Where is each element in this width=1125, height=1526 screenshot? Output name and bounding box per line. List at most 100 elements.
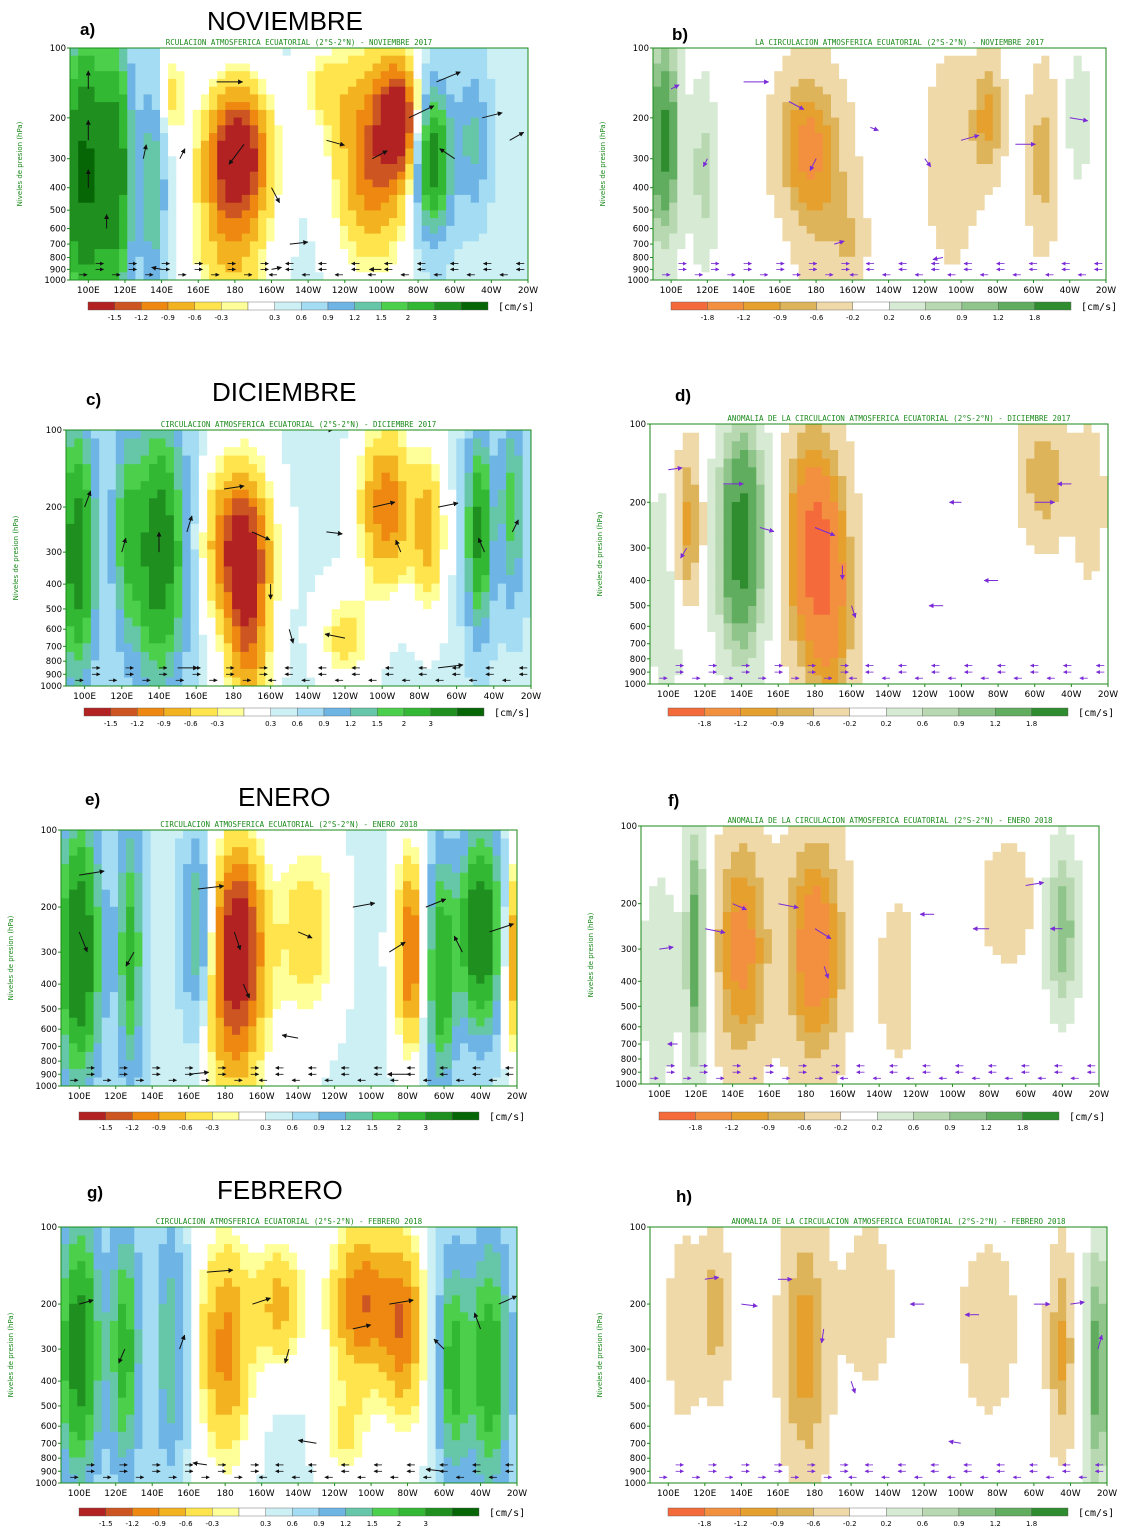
field-cell (1073, 264, 1083, 273)
field-cell (132, 575, 142, 585)
field-cell (290, 63, 300, 72)
field-cell (364, 506, 374, 516)
field-cell (421, 210, 431, 219)
field-cell (110, 233, 120, 242)
field-cell (685, 202, 695, 211)
field-cell (168, 140, 177, 150)
field-cell (790, 264, 800, 273)
field-cell (1097, 264, 1106, 273)
field-cell (774, 125, 783, 134)
field-cell (190, 489, 200, 499)
field-cell (454, 171, 464, 180)
wind-vector (509, 131, 525, 141)
field-cell (413, 86, 423, 95)
field-cell (1041, 202, 1050, 211)
field-cell (414, 464, 424, 474)
field-cell (406, 668, 416, 678)
field-cell (348, 102, 357, 111)
x-tick-label: 160E (768, 286, 791, 296)
field-cell (323, 540, 333, 550)
field-cell (240, 438, 250, 448)
field-cell (798, 241, 808, 250)
field-cell (503, 256, 513, 266)
field-cell (165, 558, 175, 568)
field-cell (944, 48, 953, 57)
field-cell (257, 609, 266, 619)
field-cell (249, 225, 259, 235)
field-cell (168, 117, 177, 126)
field-cell (140, 668, 150, 678)
field-cell (74, 575, 84, 585)
field-cell (701, 218, 711, 227)
colorbar-label: -0.9 (161, 314, 175, 322)
field-cell (405, 86, 415, 95)
field-cell (381, 515, 391, 525)
field-cell (323, 272, 333, 280)
field-cell (661, 241, 670, 250)
field-cell (223, 600, 233, 610)
field-cell (307, 225, 316, 235)
field-cell (135, 94, 145, 103)
field-cell (1065, 63, 1075, 72)
x-tick-label: 80W (987, 286, 1007, 296)
field-cell (406, 643, 416, 653)
field-cell (742, 86, 751, 95)
field-cell (331, 171, 341, 180)
field-cell (90, 617, 100, 627)
field-cell (782, 133, 792, 142)
field-cell (454, 179, 464, 188)
field-cell (135, 48, 145, 57)
field-cell (373, 592, 383, 602)
field-cell (233, 202, 243, 211)
field-cell (184, 272, 194, 280)
field-cell (421, 117, 431, 126)
field-cell (421, 71, 431, 80)
field-cell (82, 481, 92, 491)
field-cell (1065, 78, 1075, 88)
field-cell (225, 256, 235, 266)
field-cell (879, 102, 889, 111)
field-cell (831, 71, 840, 80)
field-cell (135, 164, 145, 173)
field-cell (372, 94, 382, 103)
field-cell (339, 164, 349, 173)
field-cell (414, 626, 424, 636)
field-cell (952, 171, 961, 180)
field-cell (733, 210, 743, 219)
field-cell (240, 609, 250, 619)
field-cell (725, 202, 735, 211)
y-tick-label: 900 (633, 265, 649, 275)
field-cell (487, 194, 496, 204)
field-cell (348, 634, 358, 644)
field-cell (968, 194, 978, 204)
field-cell (182, 566, 192, 576)
x-tick-label: 160W (839, 286, 865, 296)
field-cell (1025, 125, 1034, 134)
field-cell (225, 202, 235, 211)
field-cell (233, 133, 243, 142)
field-cell (446, 272, 455, 280)
field-cell (438, 225, 447, 235)
field-cell (223, 660, 233, 670)
field-cell (814, 249, 824, 258)
field-cell (1033, 125, 1042, 134)
field-cell (299, 125, 308, 134)
field-cell (879, 187, 889, 196)
field-cell (847, 140, 856, 150)
field-cell (863, 55, 872, 64)
field-cell (241, 272, 251, 280)
field-cell (782, 249, 792, 258)
field-cell (281, 566, 291, 576)
field-cell (758, 133, 767, 142)
field-cell (182, 660, 192, 670)
field-cell (903, 148, 913, 157)
field-cell (1057, 71, 1067, 80)
field-cell (223, 668, 233, 678)
field-cell (160, 133, 169, 142)
field-cell (373, 447, 383, 457)
field-cell (348, 249, 357, 258)
field-cell (895, 256, 905, 266)
field-cell (887, 210, 897, 219)
field-cell (405, 241, 415, 250)
field-cell (725, 164, 735, 173)
